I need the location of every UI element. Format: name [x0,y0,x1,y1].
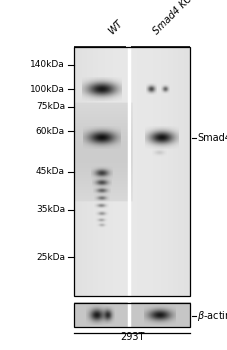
Text: 45kDa: 45kDa [36,167,65,176]
Text: 25kDa: 25kDa [36,253,65,262]
Text: 293T: 293T [120,332,144,342]
Text: WT: WT [106,19,123,37]
Text: $\beta$-actin: $\beta$-actin [196,309,227,323]
Text: 140kDa: 140kDa [30,60,65,69]
Text: 60kDa: 60kDa [36,127,65,136]
Text: 35kDa: 35kDa [36,205,65,215]
Text: 100kDa: 100kDa [30,85,65,94]
Text: 75kDa: 75kDa [36,102,65,111]
Text: Smad4: Smad4 [196,133,227,143]
Text: Smad4 KO: Smad4 KO [151,0,194,37]
